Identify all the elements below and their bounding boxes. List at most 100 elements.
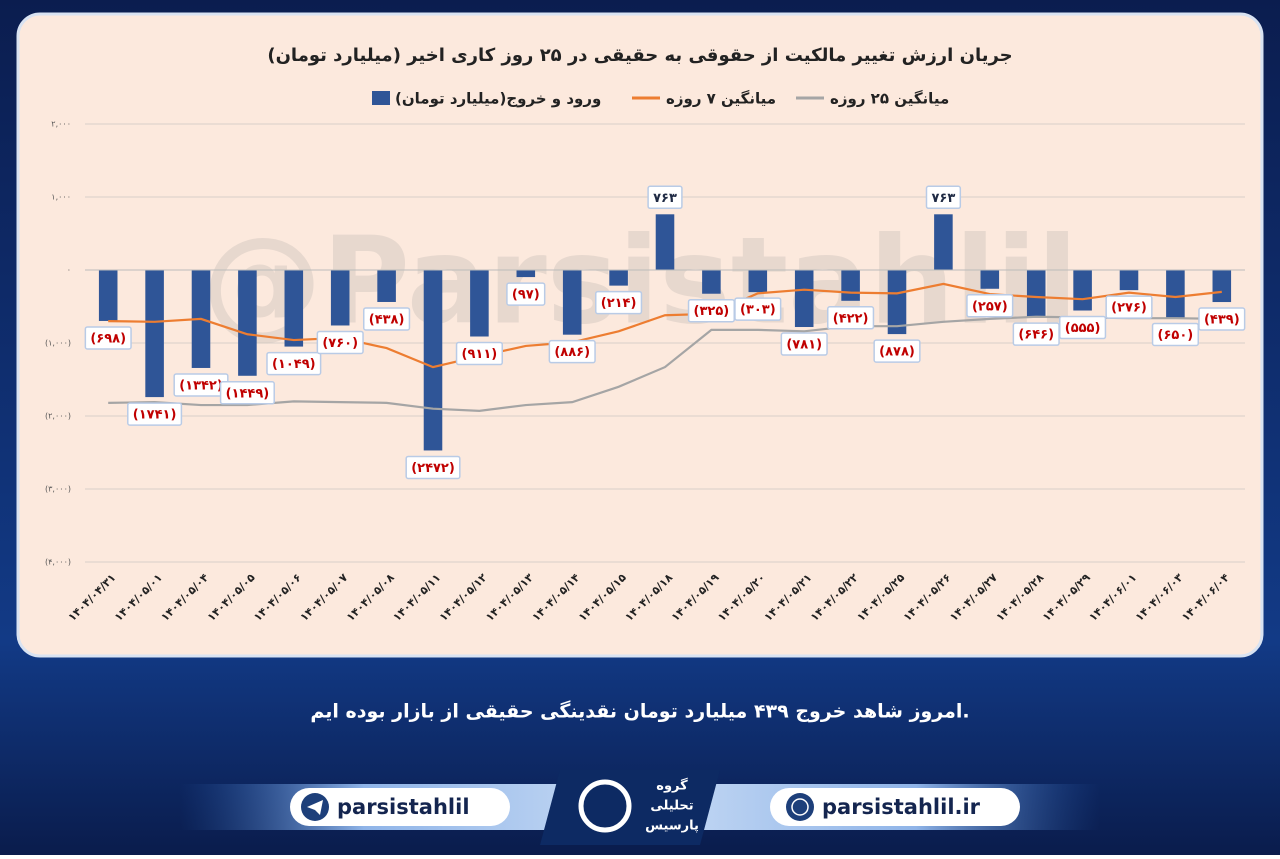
logo-line: پارسیس: [645, 819, 699, 834]
bar: [702, 270, 721, 294]
value-label-box: [127, 402, 183, 426]
chart-card: [16, 12, 1264, 658]
value-label-box: [363, 307, 411, 331]
bar: [1212, 270, 1232, 303]
website: parsistahlil.ir: [822, 795, 981, 819]
bar: [794, 270, 814, 328]
line: [108, 315, 1222, 412]
bar: [655, 214, 675, 270]
value-label-box: [1198, 307, 1246, 331]
value-label-box: [1059, 315, 1107, 340]
telegram-pill: [290, 788, 510, 826]
value-label: (۳۲۵): [694, 304, 730, 319]
value-label-box: [595, 290, 643, 315]
value-label-box: [266, 351, 322, 376]
bar: [887, 270, 907, 335]
value-label: (۸۸۶): [554, 345, 590, 360]
value-label-box: [84, 326, 132, 350]
legend-label: میانگین ۲۵ روزه: [830, 90, 949, 108]
bar: [238, 270, 257, 376]
value-label: (۲۵۷): [972, 299, 1008, 314]
value-label: (۱۷۴۱): [133, 408, 177, 423]
value-label: (۲۷۶): [1111, 301, 1147, 316]
value-label: (۲۱۴): [601, 296, 637, 311]
logo-mark: [578, 779, 632, 833]
y-tick-label: ۱,۰۰۰: [51, 193, 71, 202]
y-tick-label: (۳,۰۰۰): [45, 485, 71, 494]
bar: [1166, 270, 1185, 318]
value-label: (۶۹۸): [90, 331, 126, 346]
legend-label: ورود و خروج(میلیارد تومان): [395, 90, 601, 108]
bar: [841, 270, 860, 301]
bar: [1119, 270, 1139, 291]
value-label: (۷۶۰): [322, 336, 358, 351]
footer-text: امروز شاهد خروج ۴۳۹ میلیارد تومان نقدینگ…: [310, 700, 969, 723]
bar: [516, 270, 536, 278]
value-label: (۵۵۵): [1065, 321, 1101, 336]
y-tick-label: (۴,۰۰۰): [45, 558, 71, 567]
value-label: (۴۳۸): [369, 312, 405, 327]
line: [108, 282, 1222, 369]
value-label-box: [734, 297, 782, 321]
value-label: (۸۷۸): [879, 345, 915, 360]
value-label-box: [219, 381, 275, 405]
value-label-box: [548, 339, 596, 364]
value-label-box: [780, 332, 828, 356]
bar: [1073, 270, 1092, 311]
bar: [330, 270, 350, 326]
value-label: ۷۶۳: [931, 191, 955, 206]
value-label: (۹۷): [512, 288, 540, 303]
telegram-handle: parsistahlil: [337, 795, 470, 819]
value-label: (۳۰۳): [740, 303, 776, 318]
bar: [609, 270, 628, 286]
value-label-box: [1151, 322, 1199, 347]
bar: [934, 214, 953, 270]
value-label: (۱۴۴۹): [226, 386, 270, 401]
bar: [980, 270, 1000, 289]
value-label-box: [316, 330, 364, 355]
value-label: (۷۸۱): [786, 338, 822, 353]
legend-swatch: [372, 91, 390, 105]
value-label-box: [1105, 295, 1153, 319]
y-tick-label: (۱,۰۰۰): [45, 339, 71, 348]
value-label-box: [405, 455, 461, 480]
y-tick-label: (۲,۰۰۰): [45, 412, 71, 421]
value-label: (۴۲۲): [833, 311, 869, 326]
bar: [98, 270, 118, 321]
value-label-box: [925, 185, 962, 210]
value-label: (۶۴۶): [1018, 328, 1054, 343]
bar: [470, 270, 489, 337]
value-label: (۲۴۷۲): [411, 461, 455, 476]
value-label: (۱۳۴۲): [179, 378, 223, 393]
globe-icon: [786, 793, 814, 821]
bar: [377, 270, 396, 302]
chart-title: جریان ارزش تغییر مالکیت از حقوقی به حقیق…: [267, 45, 1012, 66]
globe-glyph: [791, 798, 809, 816]
value-label-box: [966, 294, 1014, 318]
y-tick-label: ۲,۰۰۰: [51, 120, 71, 129]
value-label: (۴۳۹): [1204, 313, 1240, 328]
value-label: (۱۰۴۹): [272, 357, 316, 372]
value-label-box: [647, 185, 683, 210]
bar: [423, 270, 443, 451]
value-label-box: [455, 341, 503, 366]
value-label: (۶۵۰): [1158, 328, 1194, 343]
telegram-glyph: [307, 800, 323, 815]
value-label-box: [827, 306, 875, 330]
bar: [145, 270, 164, 398]
value-label-box: [873, 339, 921, 363]
value-label: (۹۱۱): [462, 347, 498, 362]
bar: [1026, 270, 1046, 318]
y-tick-label: ۰: [67, 266, 71, 275]
logo-line: تحلیلی: [650, 799, 693, 814]
value-label: ۷۶۳: [653, 191, 677, 206]
bar: [284, 270, 304, 347]
logo-line: گروه: [656, 778, 688, 794]
website-pill: [770, 788, 1020, 826]
legend-label: میانگین ۷ روزه: [666, 90, 776, 108]
value-label-box: [506, 282, 546, 306]
bar: [748, 270, 768, 293]
bar: [562, 270, 582, 335]
